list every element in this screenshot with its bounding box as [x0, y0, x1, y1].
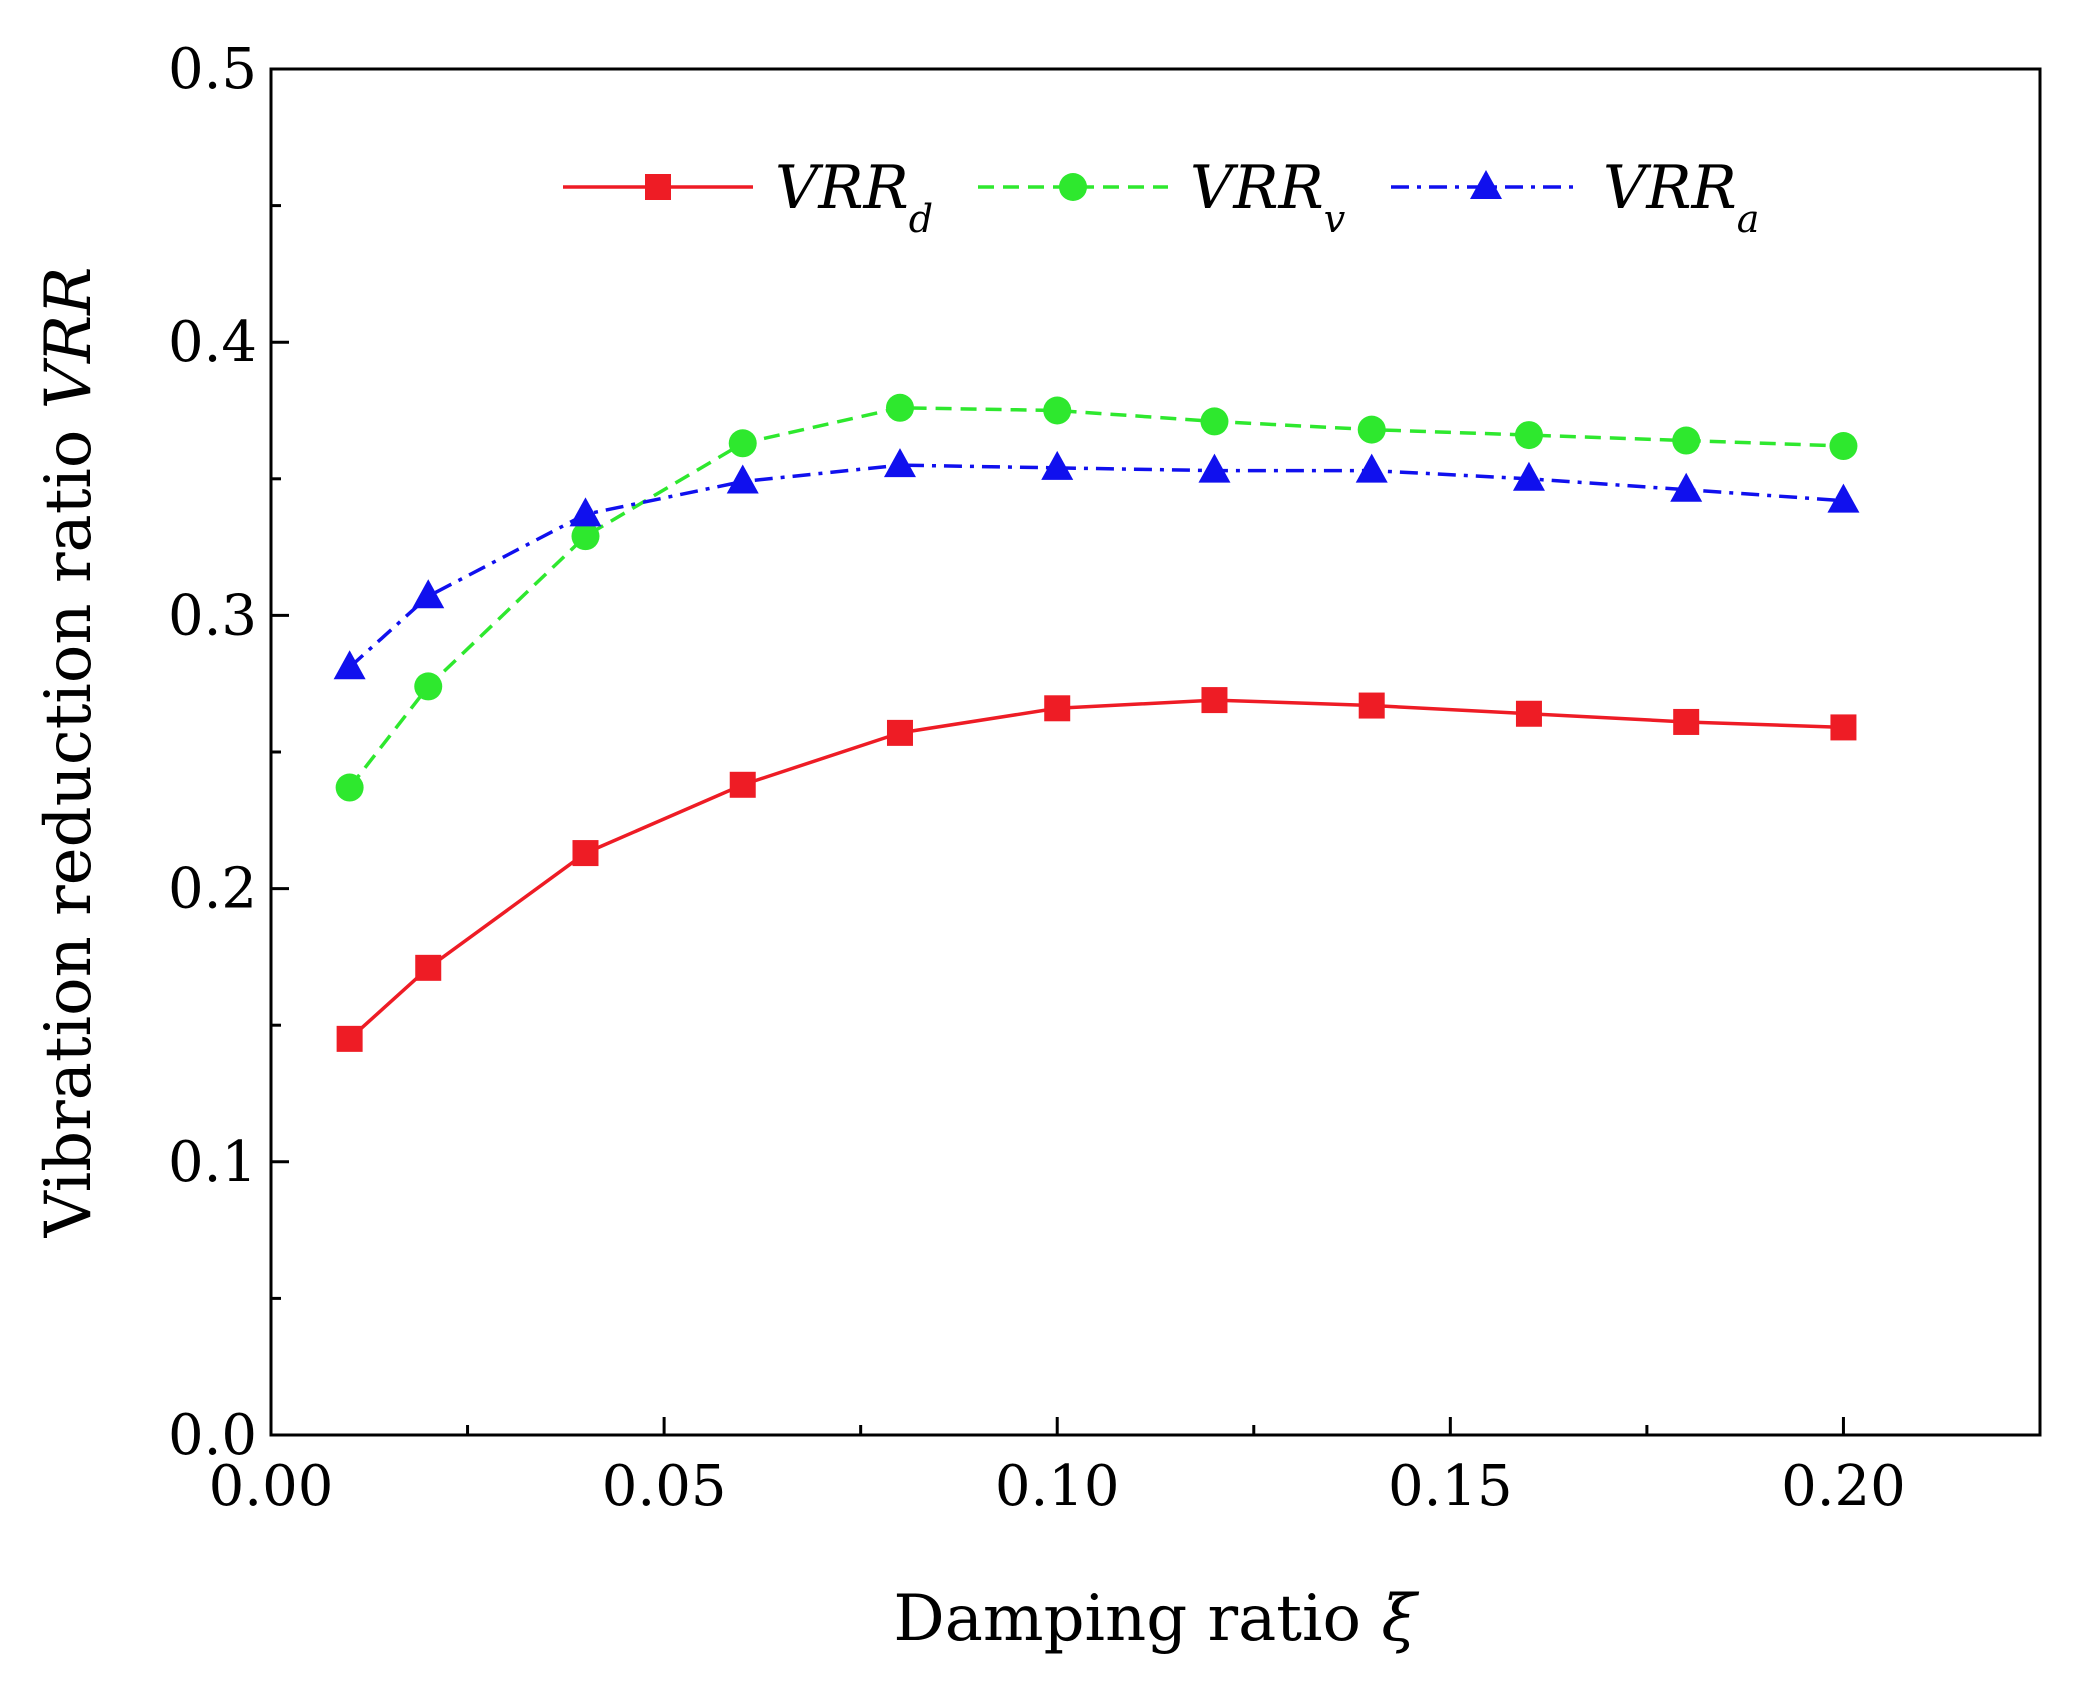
x-tick-label: 0.10 — [995, 1454, 1120, 1519]
data-point-v — [1672, 426, 1701, 455]
series-line-d — [348, 698, 1844, 1041]
x-tick-label: 0.15 — [1388, 1454, 1513, 1519]
data-point-d — [336, 1025, 363, 1052]
y-axis-title-text: Vibration reduction ratio — [32, 430, 106, 1239]
y-axis-title-symbol: VRR — [32, 267, 106, 410]
data-point-v — [1043, 396, 1072, 425]
legend-label-name: VRR — [1190, 153, 1324, 223]
plot-frame — [269, 67, 2042, 1437]
legend-marker-v — [1059, 173, 1087, 201]
legend-label-name: VRR — [1603, 153, 1737, 223]
data-point-v — [1200, 407, 1229, 436]
data-point-v — [1829, 432, 1858, 461]
data-point-v — [728, 429, 757, 458]
legend-label-subscript: d — [909, 197, 933, 241]
data-point-a — [1198, 453, 1231, 483]
data-point-a — [1827, 483, 1860, 513]
series-line-v — [348, 406, 1844, 789]
data-point-a — [883, 448, 916, 478]
legend-label-subscript: a — [1737, 197, 1760, 241]
data-point-d — [572, 840, 599, 867]
data-point-a — [569, 497, 602, 527]
data-point-a — [1512, 461, 1545, 491]
y-tick-label: 0.0 — [168, 1403, 257, 1468]
legend-label-v: VRRv — [1190, 153, 1346, 241]
data-point-d — [1830, 714, 1857, 741]
legend-label-subscript: v — [1324, 197, 1346, 241]
x-tick-label: 0.05 — [602, 1454, 727, 1519]
y-tick-label: 0.1 — [168, 1130, 257, 1195]
legend-label-d: VRRd — [775, 153, 933, 241]
data-point-d — [1201, 687, 1228, 714]
series-d — [336, 687, 1857, 1052]
x-tick-label: 0.00 — [209, 1454, 334, 1519]
legend: VRRd VRRv VRRa — [563, 153, 1759, 241]
data-point-a — [1355, 453, 1388, 483]
data-point-v — [885, 393, 914, 422]
data-point-a — [333, 650, 366, 680]
data-point-v — [1357, 415, 1386, 444]
x-axis: 0.00 0.05 0.10 0.15 0.20 — [209, 1417, 1906, 1519]
series-v — [335, 393, 1858, 802]
y-tick-label: 0.3 — [168, 583, 257, 648]
data-point-a — [1041, 450, 1074, 480]
x-axis-title: Damping ratio ξ — [893, 1582, 1419, 1656]
y-axis: 0.0 0.1 0.2 0.3 0.4 0.5 — [168, 37, 289, 1468]
data-point-a — [1670, 472, 1703, 502]
data-point-d — [415, 954, 442, 981]
series-a — [333, 448, 1860, 680]
legend-marker-a — [1470, 170, 1502, 199]
data-point-a — [726, 464, 759, 494]
data-point-d — [729, 771, 756, 798]
data-point-v — [571, 522, 600, 551]
legend-label-name: VRR — [775, 153, 909, 223]
x-axis-title-symbol: ξ — [1381, 1582, 1419, 1656]
series-layer — [333, 393, 1860, 1052]
y-tick-label: 0.2 — [168, 857, 257, 922]
y-tick-label: 0.5 — [168, 37, 257, 102]
data-point-d — [1515, 700, 1542, 727]
x-axis-title-text: Damping ratio — [893, 1582, 1361, 1656]
data-point-d — [1673, 708, 1700, 735]
data-point-d — [1358, 692, 1385, 719]
x-tick-label: 0.20 — [1781, 1454, 1906, 1519]
legend-label-a: VRRa — [1603, 153, 1759, 241]
data-point-d — [1044, 695, 1071, 722]
y-axis-title: Vibration reduction ratio VRR — [32, 267, 106, 1239]
data-point-d — [886, 719, 913, 746]
data-point-a — [412, 579, 445, 609]
legend-marker-d — [645, 174, 671, 200]
series-line-a — [348, 463, 1844, 669]
data-point-v — [414, 672, 443, 701]
data-point-v — [335, 773, 364, 802]
data-point-v — [1514, 421, 1543, 450]
y-tick-label: 0.4 — [168, 310, 257, 375]
